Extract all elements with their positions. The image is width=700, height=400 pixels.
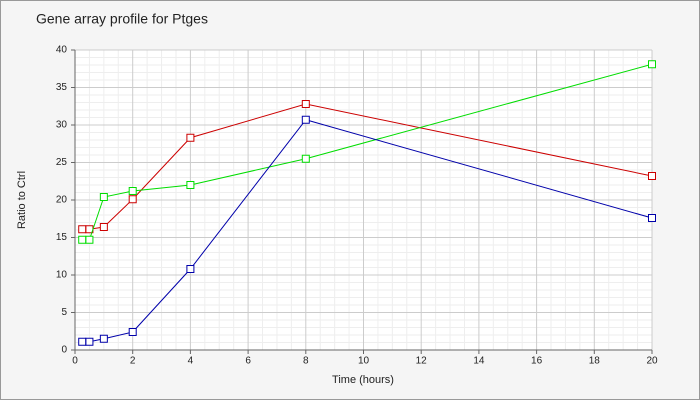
x-tick-label: 14 (473, 356, 485, 367)
point-marker (78, 235, 87, 244)
y-tick-label: 15 (56, 232, 68, 243)
point-marker (301, 154, 310, 163)
y-tick-label: 5 (61, 307, 67, 318)
point-marker (99, 334, 108, 343)
x-tick-label: 12 (416, 356, 428, 367)
chart-title: Gene array profile for Ptges (36, 11, 208, 27)
point-marker (128, 187, 137, 195)
point-marker (128, 328, 137, 336)
point-marker (301, 115, 310, 124)
x-tick-label: 0 (72, 356, 78, 367)
point-marker (648, 214, 656, 222)
x-tick-label: 6 (245, 356, 251, 367)
y-tick-label: 20 (56, 195, 68, 206)
point-marker (186, 133, 195, 142)
point-marker (186, 265, 195, 273)
y-tick-label: 25 (56, 157, 68, 168)
point-marker (301, 100, 310, 108)
x-tick-label: 18 (589, 356, 601, 367)
x-tick-label: 10 (358, 356, 370, 367)
point-marker (78, 337, 87, 346)
x-tick-label: 16 (531, 356, 543, 367)
point-marker (99, 223, 108, 231)
x-tick-label: 2 (130, 356, 136, 367)
point-marker (186, 181, 195, 189)
point-marker (99, 193, 108, 201)
point-marker (128, 195, 137, 204)
point-marker (85, 337, 94, 346)
x-tick-label: 8 (303, 356, 309, 367)
x-tick-label: 4 (188, 356, 194, 367)
x-axis-label: Time (hours) (332, 374, 394, 386)
y-tick-label: 0 (61, 345, 67, 356)
point-marker (78, 225, 87, 234)
point-marker (85, 235, 94, 244)
point-marker (648, 60, 656, 69)
y-axis-label: Ratio to Ctrl (16, 171, 28, 229)
y-tick-label: 35 (56, 82, 68, 93)
point-marker (648, 172, 656, 180)
y-tick-label: 30 (56, 120, 68, 131)
y-tick-label: 40 (56, 45, 68, 56)
y-tick-label: 10 (56, 270, 68, 281)
x-tick-label: 20 (646, 356, 658, 367)
